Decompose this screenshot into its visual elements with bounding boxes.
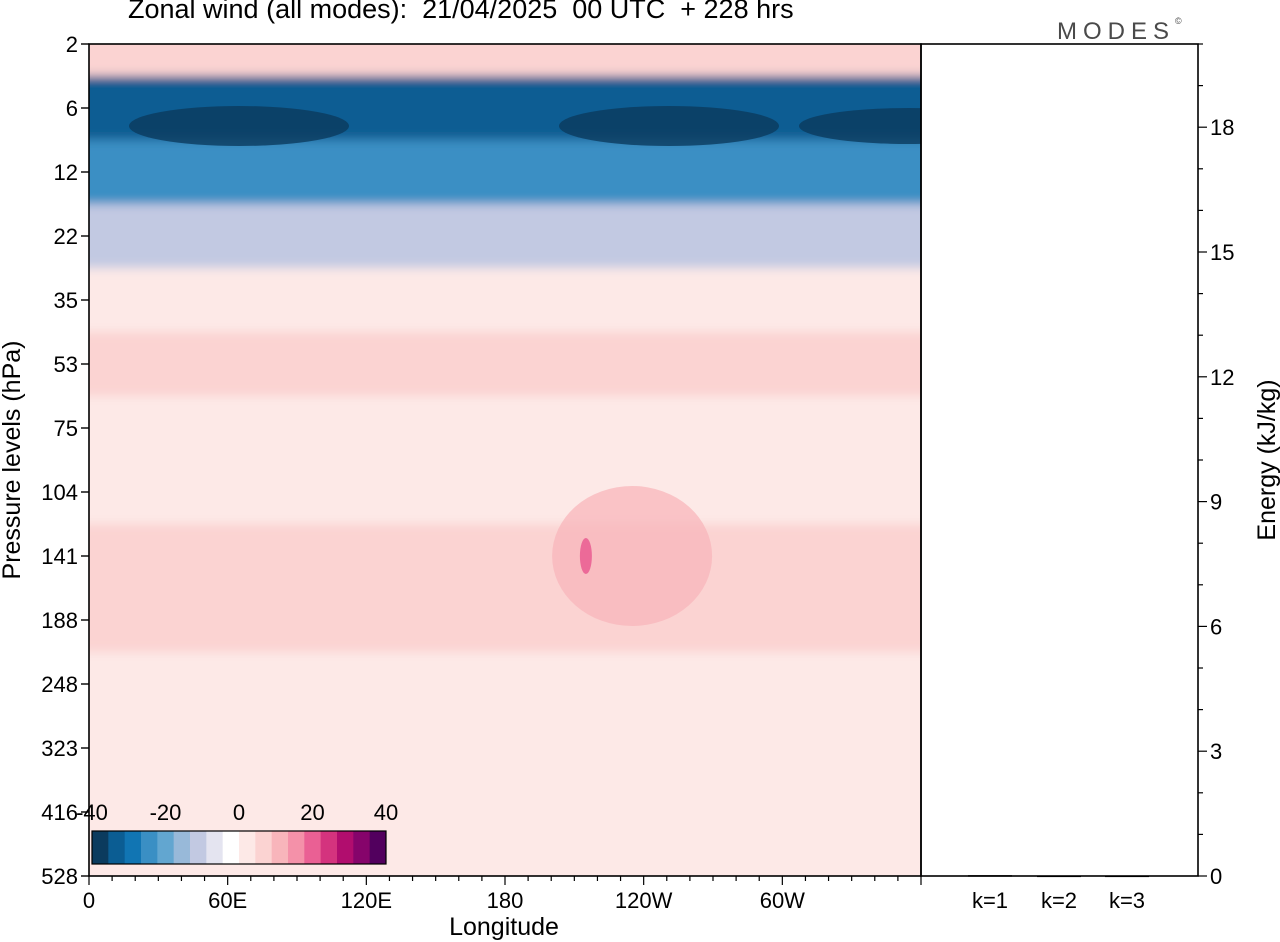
easterly-core-0 xyxy=(129,106,349,146)
longitude-tick-label: 120W xyxy=(615,888,673,913)
longitude-axis: 0 60E 120E 180 120W 60W xyxy=(83,876,922,913)
longitude-tick-label: 180 xyxy=(487,888,524,913)
energy-tick-label: 3 xyxy=(1210,739,1222,764)
profile-band-22 xyxy=(89,204,921,270)
colorbar-label: 40 xyxy=(374,800,398,825)
profile-band-104 xyxy=(89,460,921,526)
longitude-tick-label: 60W xyxy=(760,888,805,913)
chart-title: Zonal wind (all modes): 21/04/2025 00 UT… xyxy=(128,0,794,24)
colorbar-swatch-15 xyxy=(337,831,354,864)
logo-text: MODES xyxy=(1057,18,1176,45)
colorbar-swatch-12 xyxy=(288,831,305,864)
profile-band-2 xyxy=(89,44,921,78)
energy-tick-label: 12 xyxy=(1210,365,1234,390)
energy-panel-frame xyxy=(920,43,1199,877)
profile-band-141 xyxy=(89,524,921,590)
colorbar-swatch-4 xyxy=(157,831,175,864)
colorbar-swatch-3 xyxy=(141,831,158,864)
colorbar-swatch-14 xyxy=(320,831,338,864)
colorbar-swatch-13 xyxy=(304,831,322,864)
heatmap-features xyxy=(129,106,921,626)
colorbar-swatch-6 xyxy=(190,831,207,864)
pressure-tick-label: 141 xyxy=(41,544,78,569)
profile-band-75 xyxy=(89,396,921,462)
pressure-tick-label: 75 xyxy=(54,416,78,441)
energy-tick-label: 0 xyxy=(1210,864,1222,889)
energy-bar-label: k=2 xyxy=(1041,888,1077,913)
energy-bar-k=3 xyxy=(1105,875,1149,878)
profile-band-248 xyxy=(89,652,921,718)
longitude-tick-label: 60E xyxy=(208,888,247,913)
pressure-tick-label: 528 xyxy=(41,864,78,889)
pressure-tick-label: 2 xyxy=(66,32,78,57)
colorbar-swatch-10 xyxy=(255,831,273,864)
pressure-tick-label: 12 xyxy=(54,160,78,185)
colorbar-swatch-8 xyxy=(222,831,240,864)
pressure-tick-label: 248 xyxy=(41,672,78,697)
pressure-tick-label: 188 xyxy=(41,608,78,633)
colorbar-label: -20 xyxy=(150,800,182,825)
profile-band-323 xyxy=(89,716,921,782)
y-axis-label: Pressure levels (hPa) xyxy=(0,341,26,580)
pressure-axis: 2 6 12 22 35 53 75 104 141 188 248 323 416 528 xyxy=(41,32,89,889)
easterly-core-1 xyxy=(559,106,779,146)
colorbar-label: -40 xyxy=(76,800,108,825)
pressure-tick-label: 416 xyxy=(41,800,78,825)
longitude-tick-label: 0 xyxy=(83,888,95,913)
colorbar-swatch-0 xyxy=(92,831,109,864)
colorbar-swatch-7 xyxy=(206,831,224,864)
zonal-wind-heatmap xyxy=(89,44,921,876)
energy-tick-label: 9 xyxy=(1210,490,1222,515)
pressure-tick-label: 6 xyxy=(66,96,78,121)
colorbar-label: 0 xyxy=(233,800,245,825)
colorbar-swatch-11 xyxy=(271,831,289,864)
profile-band-188 xyxy=(89,588,921,654)
heatmap-bands xyxy=(89,44,921,876)
pressure-tick-label: 104 xyxy=(41,480,78,505)
modes-logo: MODES© xyxy=(1057,16,1182,46)
energy-bar-label: k=3 xyxy=(1109,888,1145,913)
colorbar-swatch-5 xyxy=(173,831,191,864)
profile-band-53 xyxy=(89,332,921,398)
colorbar-swatch-2 xyxy=(124,831,142,864)
energy-tick-label: 18 xyxy=(1210,115,1234,140)
profile-band-35 xyxy=(89,268,921,334)
colorbar-swatch-9 xyxy=(239,831,256,864)
energy-tick-label: 15 xyxy=(1210,240,1234,265)
energy-bar-label: k=1 xyxy=(972,888,1008,913)
westerly-maximum xyxy=(552,486,713,626)
profile-band-12 xyxy=(89,140,921,206)
pressure-tick-label: 22 xyxy=(54,224,78,249)
westerly-peak xyxy=(579,538,592,574)
energy-axis: 0 3 6 9 12 15 18 xyxy=(1198,43,1234,889)
colorbar-frame xyxy=(91,830,387,865)
x-axis-label: Longitude xyxy=(449,913,559,941)
pressure-tick-label: 35 xyxy=(54,288,78,313)
easterly-core-2 xyxy=(799,108,921,144)
colorbar-label: 20 xyxy=(300,800,324,825)
pressure-tick-label: 53 xyxy=(54,352,78,377)
energy-axis-label: Energy (kJ/kg) xyxy=(1253,379,1280,540)
energy-bars: k=1 k=2 k=3 xyxy=(968,875,1149,913)
colorbar-swatch-1 xyxy=(108,831,126,864)
energy-bar-k=1 xyxy=(968,875,1012,877)
energy-bar-k=2 xyxy=(1037,875,1081,878)
energy-tick-label: 6 xyxy=(1210,614,1222,639)
longitude-tick-label: 120E xyxy=(341,888,392,913)
logo-mark: © xyxy=(1175,16,1182,26)
colorbar-swatch-16 xyxy=(353,831,371,864)
colorbar-swatch-17 xyxy=(369,831,387,864)
pressure-tick-label: 323 xyxy=(41,736,78,761)
